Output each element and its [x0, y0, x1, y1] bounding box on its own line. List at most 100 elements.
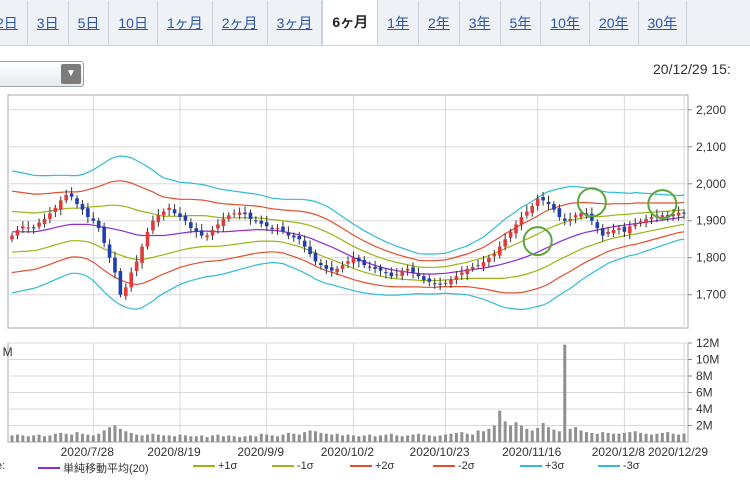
candle-body [53, 207, 58, 212]
band-minus-2sigma [11, 231, 685, 294]
volume-bar [173, 436, 177, 442]
volume-bar [97, 433, 101, 442]
candle-body [525, 211, 529, 216]
candle-body [389, 272, 394, 277]
candle-body [487, 257, 491, 263]
volume-bar [319, 432, 323, 442]
legend-item-2: -1σ [272, 460, 314, 472]
period-select[interactable]: ▼ [0, 61, 84, 87]
candle-body [58, 200, 63, 210]
candle-body [237, 212, 242, 215]
candle-body [465, 268, 470, 275]
tab-3[interactable]: 10日 [109, 0, 158, 45]
volume-bar [503, 421, 507, 442]
candle-body [156, 215, 161, 223]
volume-bar [259, 433, 263, 442]
volume-bar [519, 425, 523, 442]
candle-body [682, 212, 686, 214]
volume-bar [476, 430, 480, 442]
volume-bar [454, 432, 458, 442]
volume-bar [227, 435, 231, 442]
candle-body [254, 220, 258, 222]
band-plus-3sigma [11, 155, 685, 255]
candle-body [31, 227, 36, 229]
volume-bar [145, 434, 149, 442]
candle-body [281, 226, 285, 232]
legend-label-6: -3σ [623, 460, 640, 472]
volume-bar [639, 432, 643, 442]
volume-bar [53, 433, 57, 442]
volume-bar [368, 434, 372, 442]
tab-0[interactable]: 2日 [0, 0, 28, 45]
candle-body [286, 232, 291, 236]
volume-tick-label: 2M [696, 419, 713, 433]
volume-bar [595, 433, 599, 442]
candle-body [10, 235, 14, 240]
legend-item-0: 単純移動平均(20) [38, 460, 149, 476]
legend-label-2: -1σ [297, 460, 314, 472]
period-tabs: 2日3日5日10日1ヶ月2ヶ月3ヶ月6ヶ月1年2年3年5年10年20年30年 [0, 0, 750, 46]
volume-bar [433, 436, 437, 442]
volume-bar [606, 432, 610, 442]
volume-bar [357, 436, 361, 442]
tab-1[interactable]: 3日 [28, 0, 69, 45]
volume-bar [308, 430, 312, 442]
volume-tick-label: 8M [696, 369, 713, 383]
volume-bar [514, 422, 518, 442]
volume-bar [574, 427, 578, 442]
tab-4[interactable]: 1ヶ月 [158, 0, 213, 45]
candle-body [313, 252, 318, 262]
volume-bar [10, 435, 14, 442]
candle-body [638, 221, 643, 223]
volume-bar [37, 434, 41, 442]
candle-body [48, 213, 52, 219]
tab-8[interactable]: 1年 [378, 0, 419, 45]
volume-bar [276, 436, 280, 442]
tab-11[interactable]: 5年 [501, 0, 542, 45]
x-tick-label: 2020/7/28 [61, 445, 115, 459]
volume-bar [178, 434, 182, 442]
candle-body [573, 215, 578, 218]
volume-bar [416, 433, 420, 442]
volume-bar [584, 432, 588, 442]
candle-body [416, 274, 421, 277]
volume-bar [140, 435, 144, 442]
tab-12[interactable]: 10年 [541, 0, 590, 45]
x-tick-label: 2020/10/23 [410, 445, 470, 459]
volume-bar [48, 435, 52, 442]
candle-body [183, 215, 188, 221]
volume-bar [400, 436, 404, 442]
tab-2[interactable]: 5日 [69, 0, 110, 45]
volume-bar [313, 431, 317, 442]
candle-body [530, 205, 535, 213]
tab-6[interactable]: 3ヶ月 [268, 0, 323, 45]
candle-body [649, 217, 654, 219]
candle-body [172, 209, 177, 214]
volume-bar [536, 427, 540, 442]
candle-body [367, 266, 372, 268]
tab-9[interactable]: 2年 [419, 0, 460, 45]
legend-swatch-6 [598, 465, 620, 467]
candle-body [275, 228, 280, 230]
tab-7[interactable]: 6ヶ月 [322, 0, 379, 45]
candle-body [373, 266, 377, 269]
tab-14[interactable]: 30年 [639, 0, 688, 45]
volume-bar [373, 436, 377, 442]
x-tick-label: 2020/9/9 [237, 445, 284, 459]
candle-body [221, 218, 226, 226]
tab-13[interactable]: 20年 [590, 0, 639, 45]
volume-bar [70, 434, 74, 442]
candle-body [107, 244, 112, 258]
candle-body [15, 229, 20, 236]
volume-bar [75, 432, 79, 442]
tab-5[interactable]: 2ヶ月 [213, 0, 268, 45]
volume-bar [406, 435, 410, 442]
volume-bar [292, 433, 296, 442]
volume-bar [666, 432, 670, 442]
tab-10[interactable]: 3年 [460, 0, 501, 45]
candle-body [432, 283, 437, 285]
legend-label-4: -2σ [458, 460, 475, 472]
volume-bar [270, 435, 274, 442]
volume-bar [682, 433, 686, 442]
candle-body [113, 257, 117, 273]
